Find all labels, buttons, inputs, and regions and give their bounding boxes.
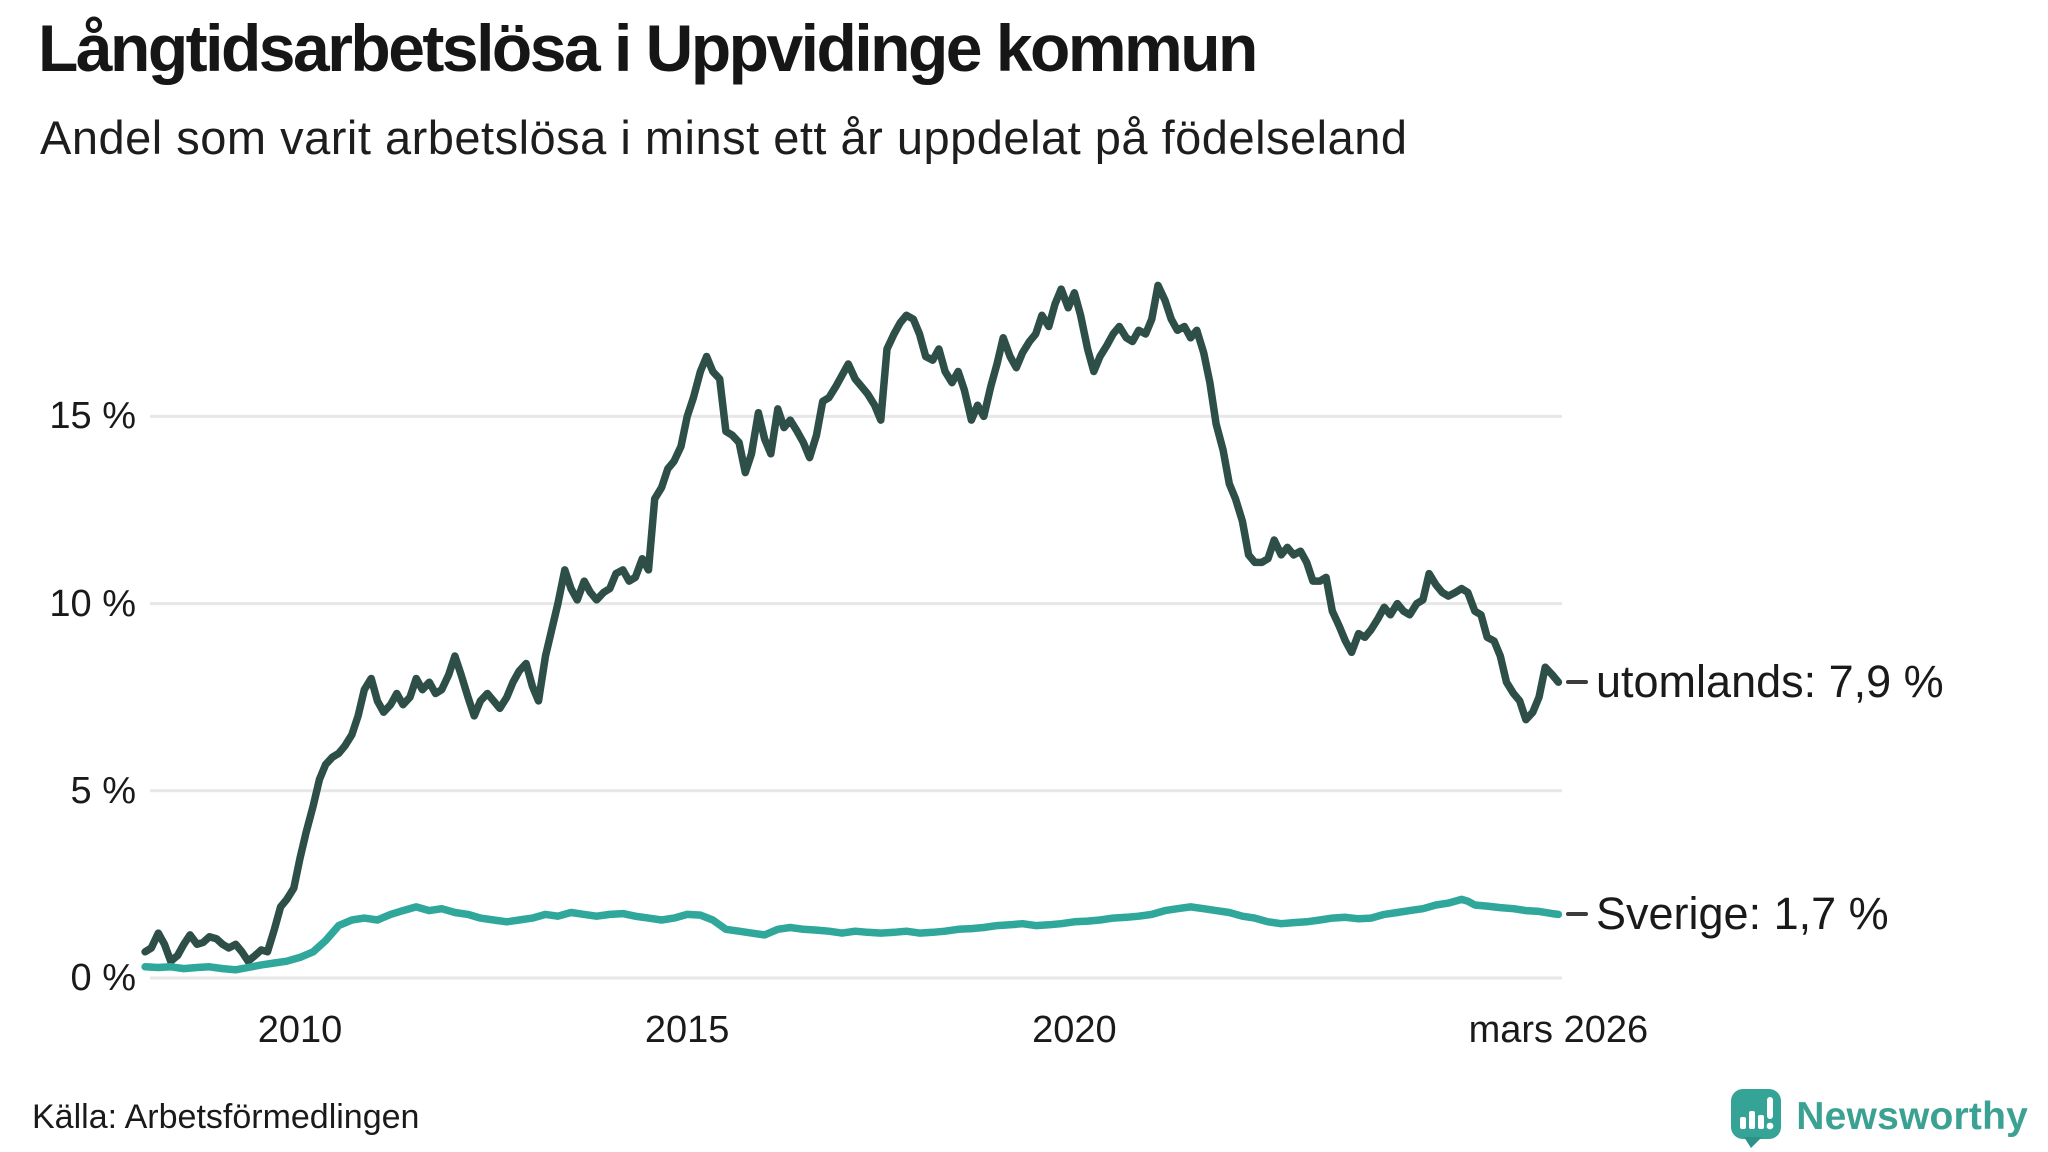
chart-subtitle: Andel som varit arbetslösa i minst ett å… xyxy=(40,111,1408,164)
y-tick-label-15: 15 % xyxy=(49,395,136,438)
x-tick-label-mars-2026: mars 2026 xyxy=(1468,1009,1649,1051)
newsworthy-logo-icon xyxy=(1731,1089,1782,1148)
x-tick-label-2015: 2015 xyxy=(644,1009,730,1051)
brand-wordmark: Newsworthy xyxy=(1796,1095,2028,1138)
leader-dash-Sverige xyxy=(1566,912,1588,917)
series-line-Sverige xyxy=(141,895,1563,974)
y-tick-label-0: 0 % xyxy=(70,957,136,999)
leader-dash-utomlands xyxy=(1566,680,1588,685)
chart-title: Långtidsarbetslösa i Uppvidinge kommun xyxy=(38,11,1258,85)
y-tick-label-10: 10 % xyxy=(49,582,136,625)
series-label-Sverige: Sverige: 1,7 % xyxy=(1596,888,1889,940)
source-note: Källa: Arbetsförmedlingen xyxy=(32,1098,420,1136)
newsworthy-brand: Newsworthy xyxy=(1730,1086,2028,1148)
x-tick-label-2010: 2010 xyxy=(257,1009,343,1051)
series-line-utomlands xyxy=(141,281,1563,965)
y-tick-label-5: 5 % xyxy=(70,769,136,812)
series-label-utomlands: utomlands: 7,9 % xyxy=(1596,656,1944,708)
x-tick-label-2020: 2020 xyxy=(1032,1009,1117,1051)
